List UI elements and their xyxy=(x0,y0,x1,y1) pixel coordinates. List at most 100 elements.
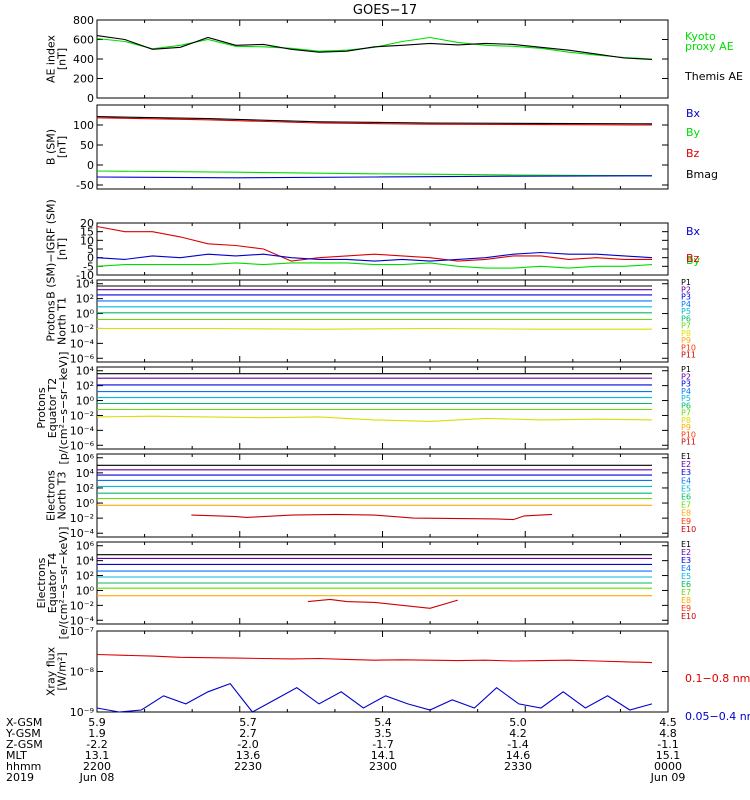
series-line-3 xyxy=(96,170,653,177)
panel-2: -50 0 50 100 B (SM)[nT] Bx By Bz Bmag xyxy=(45,104,718,192)
series-line-2 xyxy=(96,682,653,713)
footer-row-label: Y-GSM xyxy=(5,727,41,740)
y-axis-label: Xray flux xyxy=(45,646,58,696)
legend-label: E10 xyxy=(681,612,696,621)
y-tick-label: 10⁻⁷ xyxy=(70,625,94,638)
y-axis-label: Electrons xyxy=(35,557,48,608)
footer-value: 1.9 xyxy=(88,727,106,740)
footer-value: -1.1 xyxy=(657,738,678,751)
y-tick-label: 10⁻⁸ xyxy=(70,666,95,679)
legend-label: proxy AE xyxy=(685,40,734,53)
y-tick-label: -5 xyxy=(83,260,94,273)
legend-label: P5 xyxy=(681,307,691,316)
y-tick-label: 10⁻⁴ xyxy=(70,337,95,350)
y-axis-label: Equator T4 xyxy=(46,553,59,613)
y-tick-label: 400 xyxy=(73,53,94,66)
series-line-2 xyxy=(96,117,653,126)
y-tick-label: 10⁰ xyxy=(76,308,95,321)
legend-label: P2 xyxy=(681,285,691,294)
legend-label: E8 xyxy=(681,509,691,518)
footer-value: -1.7 xyxy=(372,738,393,751)
y-tick-label: 50 xyxy=(80,139,94,152)
y-tick-label: 10⁰ xyxy=(76,584,95,597)
y-axis-label: [nT] xyxy=(56,238,69,260)
legend-label: P11 xyxy=(681,351,696,360)
footer-value: 4.2 xyxy=(509,727,527,740)
legend-label: Bx xyxy=(686,107,701,120)
y-tick-label: 0 xyxy=(87,92,94,105)
panel-8: 10⁻⁹ 10⁻⁸ 10⁻⁷ Xray flux[W/m²] 0.1−0.8 nm 0.0… xyxy=(45,625,750,723)
y-tick-label: 10⁴ xyxy=(76,365,95,378)
panel-frame xyxy=(96,366,669,450)
y-axis-label: North T3 xyxy=(56,472,69,520)
panel-frame xyxy=(96,19,669,99)
footer-row-label: hhmm xyxy=(6,760,41,773)
footer-value: 2300 xyxy=(369,760,397,773)
legend-label: P7 xyxy=(681,322,691,331)
y-axis-label: North T1 xyxy=(56,297,69,345)
ephemeris-footer: X-GSM 5.9 5.7 5.4 5.0 4.5 Y-GSM 1.9 2.7 3.5 4.2 4.8… xyxy=(5,716,685,784)
panel-frame xyxy=(96,453,669,538)
footer-value: 14.6 xyxy=(506,749,531,762)
legend-label: 0.05−0.4 nm xyxy=(685,710,750,723)
y-axis-label: Protons xyxy=(35,387,48,428)
legend-label: E7 xyxy=(681,501,691,510)
footer-value: 2200 xyxy=(83,760,111,773)
legend-label: E6 xyxy=(681,493,691,502)
footer-value: -2.0 xyxy=(237,738,258,751)
y-tick-label: 10² xyxy=(76,380,94,393)
footer-value: 0000 xyxy=(654,760,682,773)
footer-value: 5.9 xyxy=(88,716,106,729)
footer-value: 14.1 xyxy=(371,749,396,762)
legend-label: By xyxy=(686,126,701,139)
y-tick-label: 10⁻⁹ xyxy=(70,706,94,719)
y-axis-label: Electrons xyxy=(45,470,58,521)
series-line-9 xyxy=(307,598,458,609)
legend-label: P8 xyxy=(681,329,691,338)
y-tick-label: 10⁻² xyxy=(70,512,94,525)
y-tick-label: -50 xyxy=(76,179,94,192)
legend-label: P3 xyxy=(681,293,691,302)
legend-label: P10 xyxy=(681,430,696,439)
legend-label: E2 xyxy=(681,460,691,469)
y-axis-label: B (SM)−IGRF (SM) xyxy=(45,199,58,299)
legend-label: P9 xyxy=(681,423,691,432)
legend-label: E10 xyxy=(681,525,696,534)
legend-label: E5 xyxy=(681,572,691,581)
legend-label: P4 xyxy=(681,387,691,396)
legend-label: P3 xyxy=(681,380,691,389)
y-tick-label: 5 xyxy=(87,243,94,256)
y-axis-label: AE index xyxy=(45,34,58,83)
y-tick-label: 10⁻⁴ xyxy=(70,614,95,627)
legend-label: P1 xyxy=(681,365,691,374)
y-axis-label: [nT] xyxy=(56,48,69,70)
footer-value: 5.4 xyxy=(374,716,392,729)
legend-label: P8 xyxy=(681,416,691,425)
legend-label: P11 xyxy=(681,438,696,447)
legend-label: P4 xyxy=(681,300,691,309)
legend-label: Kyoto xyxy=(685,30,716,43)
legend-label: Bmag xyxy=(686,168,718,181)
series-line-9 xyxy=(191,513,553,521)
footer-value: -1.4 xyxy=(507,738,528,751)
y-tick-label: 20 xyxy=(80,217,94,230)
y-axis-label: B (SM) xyxy=(45,129,58,165)
legend-label: E8 xyxy=(681,596,691,605)
y-axis-label: [W/m²] xyxy=(56,652,69,690)
legend-label: 0.1−0.8 nm xyxy=(685,672,750,685)
y-tick-label: 10⁻⁴ xyxy=(70,527,95,540)
y-tick-label: 0 xyxy=(87,159,94,172)
series-line-1 xyxy=(96,225,652,262)
footer-value: 2330 xyxy=(504,760,532,773)
legend-label: P10 xyxy=(681,343,696,352)
y-tick-label: 10⁴ xyxy=(76,555,95,568)
y-tick-label: 15 xyxy=(80,226,94,239)
footer-value: 3.5 xyxy=(374,727,392,740)
legend-label: By xyxy=(686,254,701,267)
footer-value: 13.6 xyxy=(236,749,261,762)
